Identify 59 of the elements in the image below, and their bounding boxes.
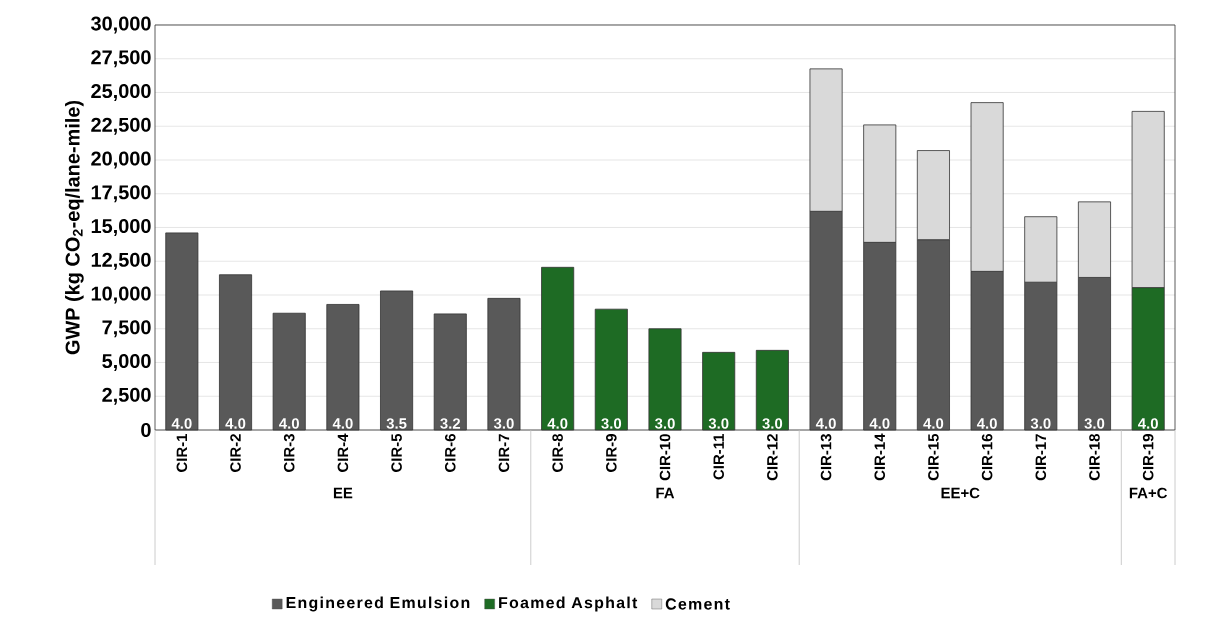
annotation: 4.0 <box>1137 418 1158 429</box>
annotation: 3.0 <box>708 418 729 429</box>
x-tick-label: CIR-12 <box>767 434 778 481</box>
annotation: 3.5 <box>386 418 407 429</box>
x-tick-label: CIR-8 <box>552 433 563 472</box>
text: EE <box>333 487 353 499</box>
text: EE+C <box>941 487 980 499</box>
annotation: 4.0 <box>815 418 836 429</box>
x-tick-label: CIR-3 <box>283 434 295 472</box>
y-tick-label: 7,500 <box>102 320 151 338</box>
annotation: 4.0 <box>923 418 944 429</box>
y-tick-label: 25,000 <box>91 84 151 101</box>
y-tick-label: 30,000 <box>90 16 151 34</box>
annotation: 4.0 <box>225 418 246 429</box>
annotation: 4.0 <box>279 418 299 429</box>
legend-label: Foamed Asphalt <box>499 596 638 612</box>
text: FA <box>656 487 675 499</box>
x-tick-label: CIR-7 <box>498 434 510 472</box>
x-tick-label: CIR-19 <box>1142 434 1154 481</box>
x-tick-label: CIR-5 <box>391 433 402 472</box>
y-tick-label: 17,500 <box>91 185 151 203</box>
x-tick-label: CIR-4 <box>337 433 349 472</box>
x-tick-label: CIR-1 <box>176 433 188 472</box>
y-tick-label: 5,000 <box>102 354 151 371</box>
x-tick-label: CIR-10 <box>659 434 671 481</box>
annotation: 4.0 <box>976 418 997 429</box>
x-tick-label: CIR-16 <box>981 434 993 481</box>
x-tick-label: CIR-15 <box>928 433 939 481</box>
annotation: 3.2 <box>440 418 461 429</box>
y-axis-title: GWP (kg CO$_{2}$-eq/lane-mile) <box>65 100 84 355</box>
x-tick-label: CIR-11 <box>713 433 724 480</box>
annotation: 3.0 <box>1084 418 1105 429</box>
x-tick-label: CIR-2 <box>230 434 241 472</box>
x-tick-label: CIR-14 <box>874 433 886 481</box>
annotation: 3.0 <box>762 418 783 429</box>
x-tick-label: CIR-18 <box>1089 433 1100 481</box>
y-tick-label: 20,000 <box>91 151 151 169</box>
legend-label: Engineered Emulsion <box>286 596 470 612</box>
annotation: 3.0 <box>654 418 675 429</box>
annotation: 4.0 <box>171 418 192 429</box>
text: FA+C <box>1129 487 1168 499</box>
annotation: 4.0 <box>332 418 353 429</box>
x-tick-label: CIR-9 <box>606 434 617 472</box>
x-tick-label: CIR-6 <box>444 434 456 472</box>
annotation: 3.0 <box>601 418 622 429</box>
y-tick-label: 12,500 <box>91 252 151 270</box>
y-tick-label: 22,500 <box>91 117 151 135</box>
annotation: 4.0 <box>547 418 568 429</box>
annotation: 4.0 <box>869 418 890 429</box>
y-tick-label: 15,000 <box>91 219 151 236</box>
y-tick-label: 10,000 <box>91 286 151 304</box>
y-tick-label: 2,500 <box>102 387 151 405</box>
legend-label: Cement <box>665 598 730 610</box>
annotation: 3.0 <box>1030 418 1051 429</box>
x-tick-label: CIR-13 <box>820 434 832 481</box>
x-tick-label: CIR-17 <box>1035 434 1047 481</box>
annotation: 3.0 <box>493 418 514 429</box>
y-tick-label: 0 <box>141 422 151 438</box>
y-tick-label: 27,500 <box>91 50 151 68</box>
